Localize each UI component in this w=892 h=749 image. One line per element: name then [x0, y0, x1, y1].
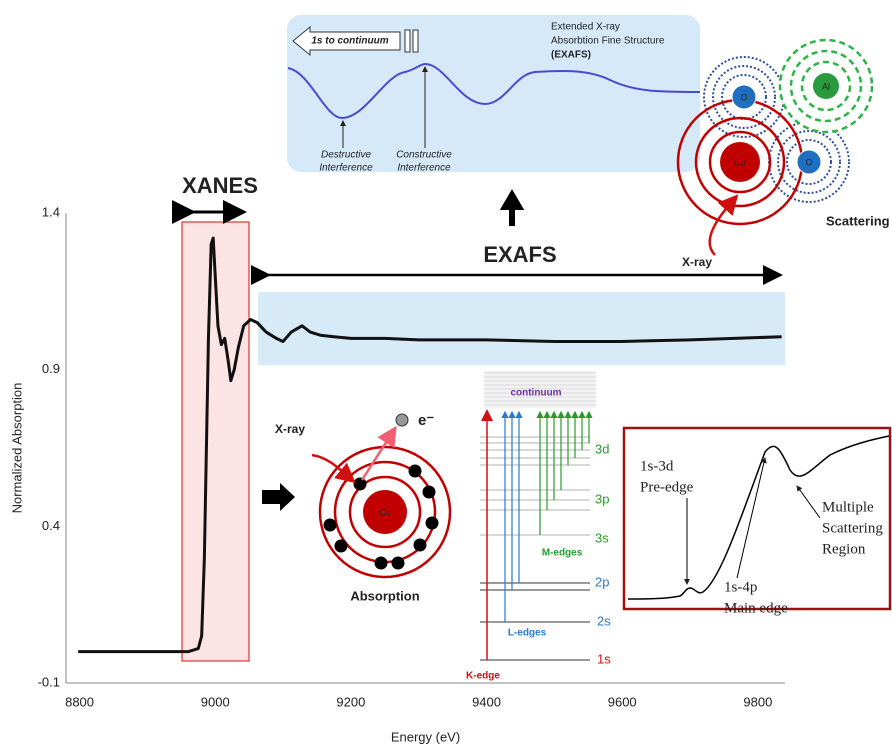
xray-label: X-ray — [275, 422, 305, 436]
level-label: 2s — [597, 613, 611, 628]
bar — [404, 29, 411, 53]
absorption-diagram: Cu e⁻ X-ray Absorption — [262, 412, 452, 603]
up-arrow — [499, 189, 525, 226]
y-axis-label: Normalized Absorption — [9, 383, 24, 514]
l-edges-label: L-edges — [508, 628, 547, 639]
energy-diagram: continuum 3d 3p 3s 2p 2s 1s M-edges L-ed… — [466, 371, 611, 682]
caption: (EXAFS) — [551, 50, 591, 61]
annotation: Main edge — [724, 600, 788, 616]
y-tick-label: 0.9 — [42, 361, 60, 376]
pointer — [796, 485, 821, 519]
atom-label: Al — [822, 81, 830, 91]
scattering-label: Scattering — [826, 213, 890, 228]
electron-arrow — [360, 425, 397, 481]
electron — [395, 413, 409, 427]
x-tick-label: 9000 — [201, 694, 230, 709]
annotation: Destructive — [321, 150, 371, 161]
continuum-band — [484, 371, 596, 408]
level-label: 1s — [597, 651, 611, 666]
caption: Absorbtion Fine Structure — [551, 36, 665, 47]
xanes-label: XANES — [182, 173, 258, 198]
atom — [813, 73, 839, 99]
exafs-band — [258, 292, 785, 365]
arrow-label: 1s to continuum — [311, 36, 388, 47]
electron-label: e⁻ — [418, 412, 434, 429]
xanes-inset: 1s-3d Pre-edge 1s-4p Main edge Multiple … — [622, 426, 892, 616]
y-tick-label: 1.4 — [42, 204, 60, 219]
exafs-wave — [287, 62, 701, 120]
atom-label: O — [740, 92, 747, 102]
y-tick-label: -0.1 — [38, 674, 60, 689]
atom-label: O — [805, 157, 812, 167]
annotation: 1s-3d — [640, 458, 674, 474]
xray-arrow — [708, 194, 739, 256]
xray-label: X-ray — [682, 255, 712, 269]
annotation: Multiple — [822, 499, 874, 515]
atom — [731, 84, 757, 110]
annotation: Pre-edge — [640, 479, 694, 495]
absorption-label: Absorption — [350, 588, 419, 603]
x-tick-label: 9600 — [608, 694, 637, 709]
atom-label: Cu — [379, 507, 391, 517]
annotation: 1s-4p — [724, 579, 757, 595]
right-arrow — [262, 483, 295, 511]
x-axis-label: Energy (eV) — [391, 729, 460, 744]
continuum-label: continuum — [510, 388, 561, 399]
m-edges-label: M-edges — [542, 548, 583, 559]
exafs-label: EXAFS — [483, 242, 556, 267]
scattering-diagram: O Al Cu O Scattering X-ray — [676, 38, 890, 269]
xanes-curve — [627, 435, 890, 600]
absorption-curve — [78, 236, 782, 654]
level-label: 2p — [595, 574, 609, 589]
annotation: Constructive — [396, 150, 452, 161]
atom — [796, 149, 822, 175]
caption: Extended X-ray — [551, 22, 620, 33]
annotation: Interference — [397, 163, 451, 174]
inset-panel — [287, 15, 700, 172]
x-tick-label: 8800 — [65, 694, 94, 709]
annotation: Region — [822, 541, 866, 557]
x-tick-label: 9200 — [336, 694, 365, 709]
y-tick-label: 0.4 — [42, 518, 60, 533]
xray-arrow — [311, 453, 356, 484]
k-edge-label: K-edge — [466, 671, 500, 682]
exafs-inset: 1s to continuum Extended X-ray Absorbtio… — [287, 15, 701, 174]
inset-frame — [622, 426, 892, 611]
annotation: Scattering — [822, 520, 883, 536]
bar — [412, 29, 419, 53]
level-label: 3s — [595, 530, 609, 545]
atom-label: Cu — [734, 157, 746, 167]
x-tick-label: 9800 — [743, 694, 772, 709]
continuum-arrow — [292, 25, 401, 57]
level-label: 3p — [595, 491, 609, 506]
x-tick-label: 9400 — [472, 694, 501, 709]
level-label: 3d — [595, 441, 609, 456]
pointer — [736, 457, 767, 579]
annotation: Interference — [319, 163, 373, 174]
atom — [363, 490, 407, 534]
atom — [720, 142, 760, 182]
plot-area: -0.1 0.4 0.9 1.4 8800 9000 9200 9400 9600 9800 Ene… — [9, 204, 785, 744]
